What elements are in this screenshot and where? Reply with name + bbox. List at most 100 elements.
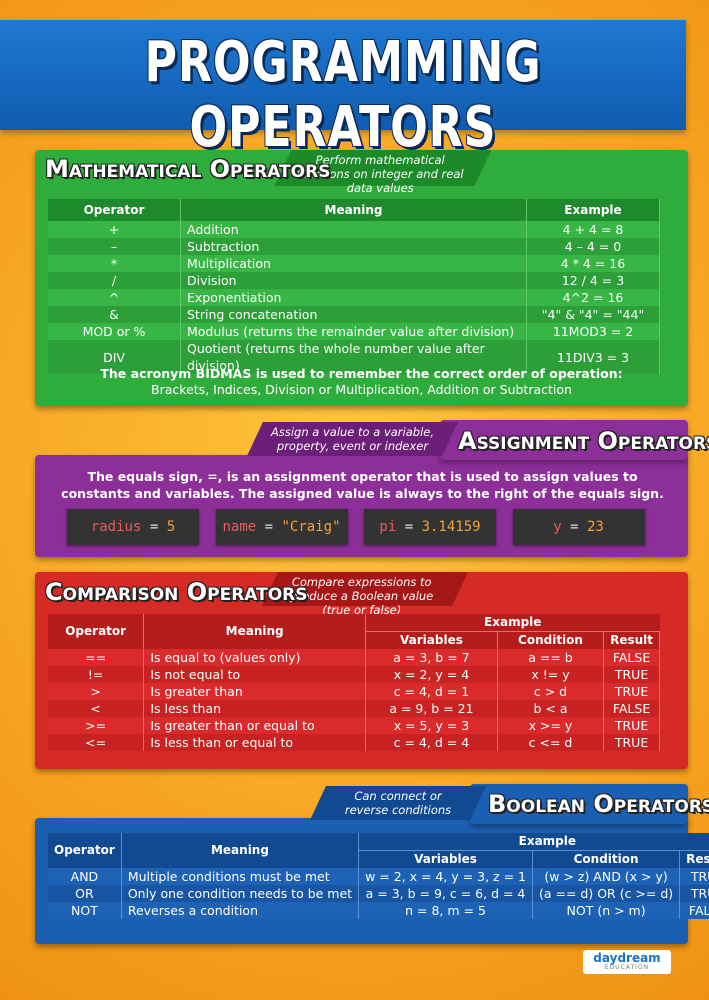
assignment-text: The equals sign, =, is an assignment ope… — [61, 469, 664, 501]
group-header: Example — [365, 614, 660, 632]
table-cell: x != y — [497, 666, 605, 683]
table-cell: + — [48, 221, 181, 238]
table-cell: TRUE — [679, 885, 709, 902]
value: 23 — [586, 519, 604, 535]
table-cell: 4 * 4 = 16 — [526, 255, 660, 272]
table-cell: Addition — [180, 221, 527, 238]
table-cell: DIV — [48, 340, 181, 374]
table-row: ^ Exponentiation 4^2 = 16 — [48, 289, 660, 306]
variable-name: pi — [379, 519, 397, 535]
boolean-tab — [470, 784, 688, 824]
variable-name: radius — [90, 519, 142, 535]
math-heading: Mathematical Operators — [45, 155, 331, 183]
table-cell: FALSE — [603, 649, 660, 666]
table-row: – Subtraction 4 – 4 = 0 — [48, 238, 660, 255]
table-cell: String concatenation — [180, 306, 527, 323]
table-cell: 12 / 4 = 3 — [526, 272, 660, 289]
table-cell: Exponentiation — [180, 289, 527, 306]
table-row: + Addition 4 + 4 = 8 — [48, 221, 660, 238]
table-cell: 11MOD3 = 2 — [526, 323, 660, 340]
table-cell: Only one condition needs to be met — [121, 885, 360, 902]
variable-name: name — [222, 519, 257, 535]
table-cell: 11DIV3 = 3 — [526, 340, 660, 374]
column-header: Variables — [365, 631, 498, 649]
table-cell: NOT — [48, 902, 122, 919]
table-cell: FALSE — [679, 902, 709, 919]
note-detail: Brackets, Indices, Division or Multiplic… — [151, 382, 572, 397]
column-header: Condition — [497, 631, 605, 649]
table-cell: == — [48, 649, 145, 666]
table-cell: – — [48, 238, 181, 255]
table-cell: 4 + 4 = 8 — [526, 221, 660, 238]
table-cell: > — [48, 683, 145, 700]
tagline-text: Assign a value to a variable, property, … — [270, 425, 434, 453]
table-row: >= Is greater than or equal to x = 5, y = … — [48, 717, 660, 734]
table-cell: c = 4, d = 4 — [365, 734, 498, 751]
table-cell: "4" & "4" = "44" — [526, 306, 660, 323]
table-cell: TRUE — [603, 717, 660, 734]
table-cell: >= — [48, 717, 145, 734]
note-bold: BIDMAS — [195, 366, 252, 381]
comparison-heading: Comparison Operators — [45, 578, 308, 606]
column-header: Condition — [532, 850, 681, 868]
operator: = — [404, 519, 414, 535]
value: 5 — [166, 519, 176, 535]
column-header: Meaning — [121, 833, 360, 868]
column-header: Variables — [358, 850, 533, 868]
table-row: OR Only one condition needs to be met a = … — [48, 885, 709, 902]
math-table: Operator Meaning Example + Addition 4 + 4 = 8… — [48, 199, 660, 374]
code-box: pi = 3.14159 — [364, 509, 496, 545]
table-cell: 4 – 4 = 0 — [526, 238, 660, 255]
table-row: < Is less than a = 9, b = 21 b < a FALSE — [48, 700, 660, 717]
column-header: Operator — [48, 199, 181, 221]
table-cell: 4^2 = 16 — [526, 289, 660, 306]
table-cell: OR — [48, 885, 122, 902]
table-cell: Modulus (returns the remainder value aft… — [180, 323, 527, 340]
table-cell: TRUE — [603, 734, 660, 751]
boolean-table: Operator Meaning Example Variables Condition… — [48, 833, 709, 919]
column-header: Result — [603, 631, 660, 649]
table-cell: MOD or % — [48, 323, 181, 340]
table-row: MOD or % Modulus (returns the remainder v… — [48, 323, 660, 340]
operator: = — [149, 519, 159, 535]
table-row: DIV Quotient (returns the whole number va… — [48, 340, 660, 374]
value: 3.14159 — [421, 519, 481, 535]
table-cell: a = 9, b = 21 — [365, 700, 498, 717]
group-header: Example — [358, 833, 709, 851]
table-cell: TRUE — [603, 683, 660, 700]
table-cell: / — [48, 272, 181, 289]
assignment-tagline: Assign a value to a variable, property, … — [247, 422, 458, 456]
table-cell: TRUE — [679, 868, 709, 885]
table-cell: FALSE — [603, 700, 660, 717]
table-cell: Is less than — [143, 700, 366, 717]
table-cell: NOT (n > m) — [532, 902, 681, 919]
column-header: Result — [679, 850, 709, 868]
logo: daydream EDUCATION — [583, 950, 671, 974]
table-row: / Division 12 / 4 = 3 — [48, 272, 660, 289]
table-cell: c <= d — [497, 734, 605, 751]
table-row: * Multiplication 4 * 4 = 16 — [48, 255, 660, 272]
table-row: NOT Reverses a condition n = 8, m = 5 NOT (… — [48, 902, 709, 919]
math-note: The acronym BIDMAS is used to remember t… — [35, 366, 688, 398]
table-cell: ^ — [48, 289, 181, 306]
title-banner — [0, 20, 686, 130]
assignment-heading: Assignment Operators — [458, 427, 709, 455]
table-cell: Quotient (returns the whole number value… — [180, 340, 527, 374]
code-box: y = 23 — [512, 509, 645, 545]
logo-name: daydream — [593, 951, 661, 965]
table-cell: x = 5, y = 3 — [365, 717, 498, 734]
table-cell: b < a — [497, 700, 605, 717]
title: Programming Operators — [144, 30, 542, 160]
operator: = — [570, 519, 579, 535]
boolean-heading: Boolean Operators — [488, 790, 709, 818]
note-text: is used to remember the correct order of… — [255, 366, 623, 381]
table-cell: a == b — [497, 649, 605, 666]
table-cell: Is not equal to — [143, 666, 366, 683]
table-cell: Is greater than — [143, 683, 366, 700]
table-cell: (w > z) AND (x > y) — [532, 868, 681, 885]
header-row: Operator Meaning Example — [48, 833, 709, 868]
table-cell: c = 4, d = 1 — [365, 683, 498, 700]
comparison-table: Operator Meaning Example Variables Condition… — [48, 614, 660, 751]
